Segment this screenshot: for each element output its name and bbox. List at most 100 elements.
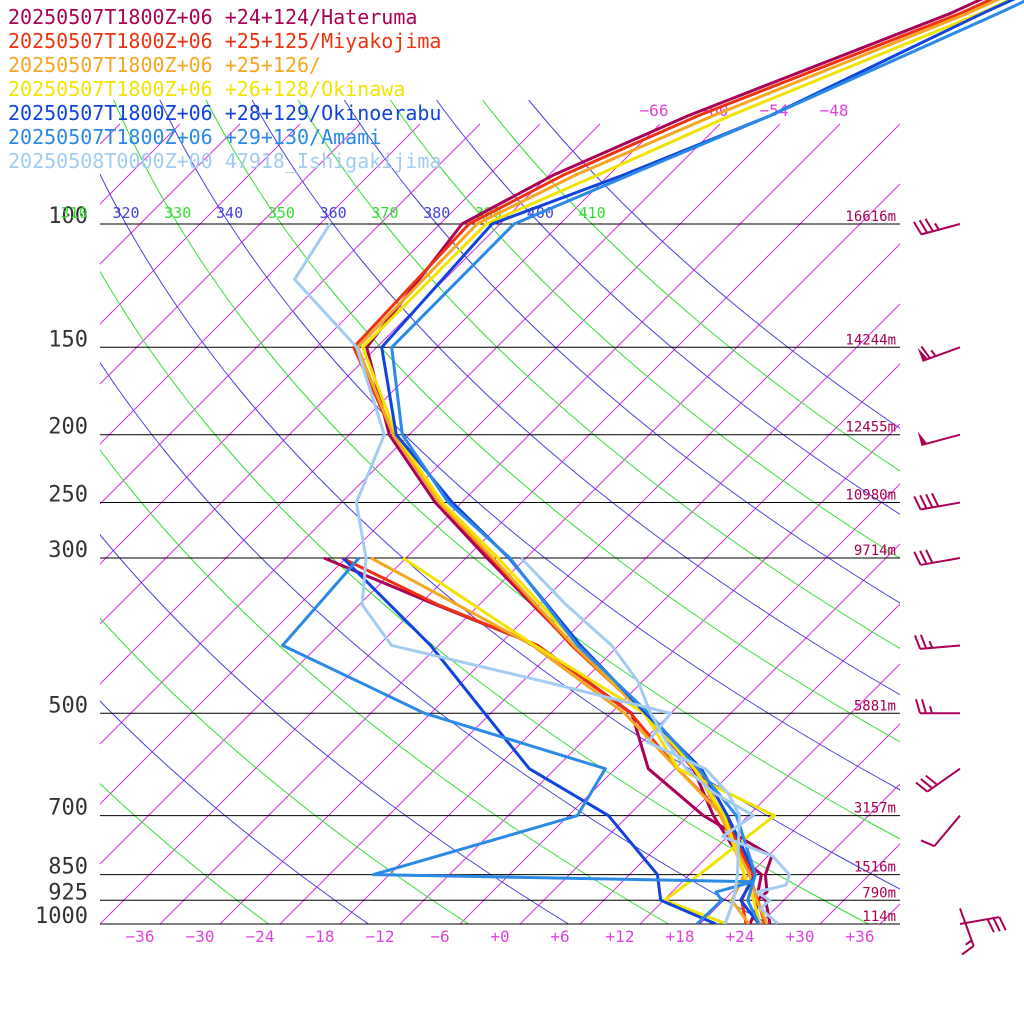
legend-entry: 20250507T1800Z+06 +26+128/Okinawa xyxy=(8,77,405,101)
dry-adiabat-line xyxy=(205,100,900,743)
pressure-label: 150 xyxy=(48,327,88,352)
temperature-tick-label: +12 xyxy=(606,927,635,946)
isotherm-line xyxy=(940,124,1024,924)
isotherm-line xyxy=(279,303,900,924)
legend-entry: 20250507T1800Z+06 +25+125/Miyakojima xyxy=(8,29,441,53)
dewpoint-profile xyxy=(281,557,755,924)
height-label: 16616m xyxy=(845,209,896,225)
temperature-tick-label: +0 xyxy=(490,927,509,946)
temperature-profile xyxy=(361,0,1013,924)
wind-barb xyxy=(914,634,961,650)
temperature-tick-label: +36 xyxy=(846,927,875,946)
isotherm-line xyxy=(100,123,481,505)
height-label: 14244m xyxy=(845,332,896,348)
theta-label: 330 xyxy=(164,204,191,222)
temperature-tick-label: −30 xyxy=(186,927,215,946)
wind-barb xyxy=(917,345,961,362)
isotherm-line xyxy=(879,903,900,924)
dry-adiabat-line xyxy=(100,534,569,924)
temperature-tick-label: +30 xyxy=(786,927,815,946)
isotherm-line xyxy=(100,123,361,385)
isotherm-line xyxy=(699,723,900,924)
isotherm-label: −66 xyxy=(640,101,669,120)
theta-label: 380 xyxy=(423,204,450,222)
dry-adiabat-line xyxy=(100,449,669,924)
temperature-profile xyxy=(519,556,791,924)
legend-entry: 20250507T1800Z+06 +24+124/Hateruma xyxy=(8,5,417,29)
isotherm-line xyxy=(100,123,541,565)
isotherm-line xyxy=(459,483,900,924)
temperature-tick-label: −24 xyxy=(246,927,275,946)
theta-label: 320 xyxy=(112,204,139,222)
isotherm-line xyxy=(100,123,661,685)
height-label: 9714m xyxy=(854,543,896,559)
legend-entry: 20250507T1800Z+06 +29+130/Amami xyxy=(8,125,381,149)
wind-barb xyxy=(959,916,1007,933)
wind-barb xyxy=(913,492,961,511)
wind-barb xyxy=(920,814,961,848)
temperature-profile xyxy=(352,0,994,924)
isotherm-line xyxy=(399,423,900,924)
theta-label: 410 xyxy=(579,204,606,222)
isotherm-line xyxy=(100,123,900,924)
pressure-label: 925 xyxy=(48,880,88,905)
pressure-label: 300 xyxy=(48,538,88,563)
isotherm-line xyxy=(100,123,721,745)
pressure-label: 500 xyxy=(48,693,88,718)
dry-adiabat-line xyxy=(251,100,900,696)
legend-entry: 20250507T1800Z+06 +25+126/ xyxy=(8,53,321,77)
legend-entry: 20250508T0000Z+00 47918_Ishigakijima xyxy=(8,149,441,173)
legend: 20250507T1800Z+06 +24+124/Hateruma202505… xyxy=(8,5,441,173)
pressure-label: 700 xyxy=(48,796,88,821)
isotherm-line xyxy=(339,363,900,924)
profile-layer xyxy=(281,0,1024,924)
dewpoint-profile xyxy=(293,223,741,924)
legend-entry: 20250507T1800Z+06 +28+129/Okinoerabu xyxy=(8,101,441,125)
temperature-tick-label: −6 xyxy=(430,927,449,946)
isotherm-line xyxy=(759,783,900,924)
dry-adiabat-line xyxy=(100,782,269,924)
isotherm-line xyxy=(100,123,421,445)
isotherm-line xyxy=(579,603,900,924)
dry-adiabat-line xyxy=(100,361,769,924)
isotherm-line xyxy=(100,123,241,265)
wind-barb xyxy=(913,218,961,236)
isotherm-line xyxy=(100,123,301,325)
temperature-tick-label: +24 xyxy=(726,927,755,946)
height-label: 114m xyxy=(862,909,896,925)
height-label: 1516m xyxy=(854,860,896,876)
isotherm-line xyxy=(519,543,900,924)
temperature-profile xyxy=(356,0,1001,924)
theta-label: 350 xyxy=(268,204,295,222)
isotherm-line xyxy=(219,243,900,924)
isotherm-line xyxy=(639,663,900,924)
height-label: 5881m xyxy=(854,698,896,714)
height-label: 12455m xyxy=(845,420,896,436)
theta-label: 310 xyxy=(61,204,88,222)
isotherm-line xyxy=(100,123,841,865)
isobar-layer xyxy=(100,223,900,925)
dry-adiabat-line xyxy=(482,100,900,472)
isotherm-line xyxy=(1000,124,1024,924)
isotherm-label: −54 xyxy=(760,101,789,120)
theta-label: 370 xyxy=(371,204,398,222)
wind-barb xyxy=(913,549,961,566)
theta-label: 360 xyxy=(320,204,347,222)
temperature-tick-label: −36 xyxy=(126,927,155,946)
wind-barb xyxy=(915,699,960,715)
height-label: 10980m xyxy=(845,488,896,504)
height-label: 790m xyxy=(862,885,896,901)
temperature-tick-label: −18 xyxy=(306,927,335,946)
dry-adiabat-line xyxy=(159,100,900,791)
dry-adiabat-line xyxy=(113,100,900,840)
dry-adiabat-line xyxy=(100,270,869,924)
dry-adiabat-line xyxy=(297,100,900,650)
height-label: 3157m xyxy=(854,801,896,817)
isotherm-line xyxy=(100,123,781,805)
pressure-label: 200 xyxy=(48,415,88,440)
isotherm-line xyxy=(159,183,900,924)
wind-barb xyxy=(917,431,961,447)
isotherm-line xyxy=(100,123,181,205)
dry-adiabat-line xyxy=(436,100,900,515)
